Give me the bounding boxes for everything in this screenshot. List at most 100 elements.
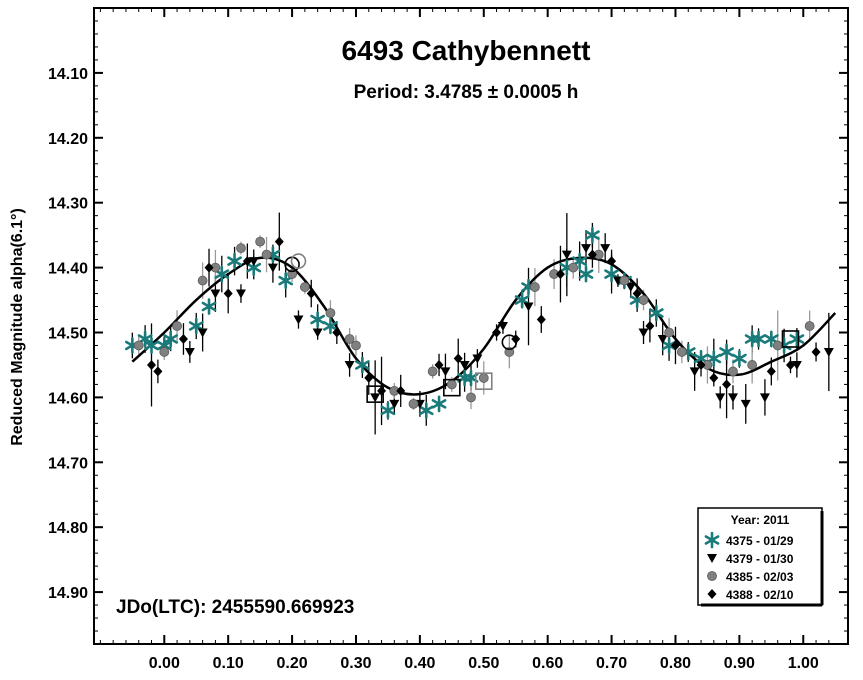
y-tick-label: 14.10 — [48, 66, 88, 83]
point-4379 — [791, 360, 802, 370]
point-4385 — [236, 243, 246, 254]
point-4385 — [728, 366, 738, 377]
y-axis: 14.10 14.20 14.30 14.40 14.50 14.60 14.70 14.80… — [48, 7, 848, 632]
point-4388 — [274, 236, 284, 247]
point-4388 — [147, 359, 157, 370]
legend-marker-4379 — [707, 554, 717, 563]
point-4379 — [715, 393, 726, 403]
point-4385 — [446, 379, 457, 390]
point-4375 — [431, 395, 447, 413]
point-4375 — [355, 356, 370, 374]
point-4388 — [223, 288, 233, 299]
point-4388 — [364, 372, 374, 383]
point-4388 — [645, 321, 655, 331]
point-4385 — [529, 282, 540, 292]
point-4388 — [492, 327, 502, 338]
point-4385 — [261, 249, 272, 260]
point-4388 — [607, 256, 617, 267]
x-tick-label: 0.40 — [404, 655, 435, 672]
legend-box — [697, 507, 823, 606]
point-4385 — [159, 347, 170, 357]
point-4379 — [267, 263, 278, 273]
point-4379 — [657, 334, 668, 344]
point-4388 — [536, 314, 546, 325]
point-4379 — [561, 250, 572, 260]
point-4388 — [453, 353, 463, 364]
point-4385 — [133, 340, 144, 351]
legend-marker-4388 — [707, 589, 717, 599]
point-4375 — [514, 291, 530, 309]
y-tick-label: 14.60 — [48, 390, 88, 407]
legend-title: Year: 2011 — [731, 513, 790, 527]
point-4385 — [804, 321, 815, 331]
outlier-square-marker — [366, 385, 384, 403]
point-4375 — [719, 343, 734, 361]
point-4375 — [380, 402, 396, 419]
outlier-square-marker — [443, 378, 461, 397]
point-4379 — [370, 393, 381, 403]
point-4388 — [153, 366, 163, 377]
point-4379 — [389, 399, 400, 409]
point-4375 — [227, 252, 242, 270]
point-4385 — [772, 340, 783, 351]
point-4379 — [184, 347, 195, 357]
point-4375 — [604, 265, 619, 283]
point-4375 — [310, 311, 326, 328]
y-tick-label: 14.30 — [48, 196, 88, 213]
outlier-circle-marker — [290, 253, 307, 269]
outlier-square-marker — [781, 330, 800, 348]
point-4385 — [504, 347, 515, 357]
point-4379 — [210, 289, 221, 299]
point-4388 — [204, 262, 214, 273]
y-tick-label: 14.40 — [48, 261, 88, 278]
point-4375 — [648, 304, 664, 322]
point-4375 — [144, 337, 159, 354]
point-4388 — [434, 359, 444, 370]
point-4385 — [466, 392, 476, 403]
x-tick-label: 0.80 — [660, 655, 691, 672]
point-4379 — [759, 393, 770, 403]
point-4385 — [351, 340, 361, 351]
x-tick-label: 0.30 — [340, 655, 371, 672]
x-axis: 0.00 0.10 0.20 0.30 0.40 0.50 0.60 0.70 0.80 0.90… — [99, 8, 830, 672]
point-4385 — [676, 347, 687, 357]
point-4388 — [396, 385, 406, 396]
legend-label-4379: 4379 - 01/30 — [726, 552, 794, 566]
point-4385 — [255, 236, 266, 247]
point-4379 — [625, 283, 636, 293]
x-tick-label: 0.60 — [532, 655, 563, 672]
point-4388 — [555, 269, 565, 280]
point-4385 — [408, 398, 419, 409]
point-4379 — [740, 399, 751, 409]
point-4388 — [587, 249, 597, 260]
legend: Year: 2011 4375 - 01/29 4379 - 01/30 438… — [697, 507, 824, 607]
x-tick-label: 0.90 — [724, 655, 755, 672]
point-4388 — [811, 346, 821, 357]
point-4379 — [823, 347, 834, 357]
point-4379 — [727, 393, 738, 403]
point-4379 — [293, 315, 304, 325]
point-4385 — [478, 373, 489, 383]
x-tick-label: 0.70 — [596, 655, 627, 672]
point-4385 — [427, 366, 438, 377]
point-4375 — [789, 330, 805, 348]
point-4388 — [306, 288, 316, 299]
point-4379 — [312, 328, 323, 338]
point-4379 — [472, 354, 483, 364]
point-4388 — [332, 327, 342, 338]
point-4388 — [709, 372, 719, 383]
point-4379 — [581, 244, 592, 254]
point-4379 — [459, 360, 470, 370]
point-4385 — [747, 360, 758, 370]
point-4388 — [242, 256, 252, 267]
x-tick-label: 0.00 — [149, 655, 180, 672]
point-4379 — [344, 360, 355, 370]
point-4379 — [440, 367, 451, 377]
point-4385 — [197, 275, 208, 286]
x-tick-label: 1.00 — [788, 655, 819, 672]
point-4379 — [600, 244, 611, 254]
point-4388 — [696, 359, 706, 370]
point-4375 — [323, 317, 338, 335]
point-4385 — [664, 327, 674, 338]
